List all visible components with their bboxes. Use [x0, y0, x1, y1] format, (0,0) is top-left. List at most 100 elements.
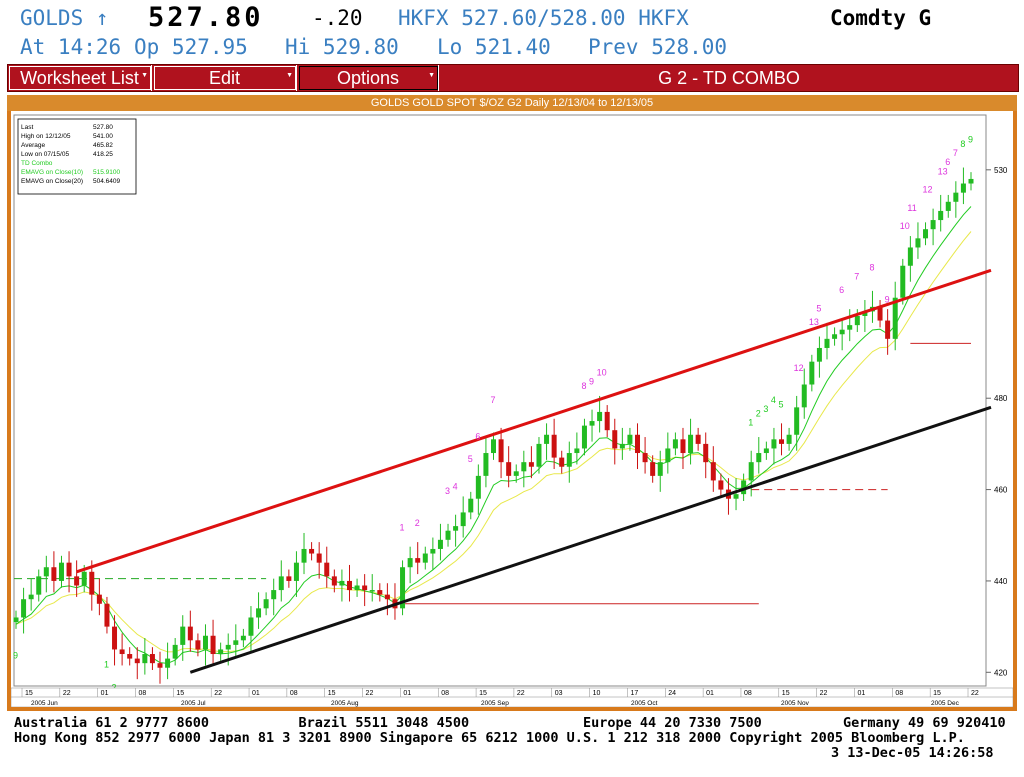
td-signal-label: 5	[816, 303, 821, 313]
x-day-label: 22	[517, 690, 525, 697]
y-tick-label: 420	[994, 668, 1008, 677]
candle-up	[483, 453, 489, 476]
x-day-label: 03	[555, 690, 563, 697]
td-signal-label: 7	[953, 148, 958, 158]
candle-down	[74, 576, 80, 586]
td-signal-label: 8	[581, 381, 586, 391]
candle-up	[172, 644, 178, 659]
candle-down	[346, 580, 352, 591]
quote-line-2: At 14:26 Op 527.95 Hi 529.80 Lo 521.40 P…	[0, 34, 1024, 60]
td-signal-label: 4	[453, 482, 458, 492]
candle-up	[278, 576, 284, 591]
td-signal-label: 9	[885, 294, 890, 304]
x-month-label: 2005 Dec	[931, 700, 960, 707]
td-signal-label: 6	[475, 431, 480, 441]
candle-down	[612, 430, 618, 449]
chart-title: GOLDS GOLD SPOT $/OZ G2 Daily 12/13/04 t…	[7, 95, 1017, 111]
candle-up	[460, 512, 466, 527]
chart-frame: GOLDS GOLD SPOT $/OZ G2 Daily 12/13/04 t…	[7, 95, 1017, 711]
x-day-label: 15	[176, 690, 184, 697]
x-day-label: 22	[820, 690, 828, 697]
x-month-label: 2005 Jun	[31, 700, 58, 707]
quote-line-1: GOLDS ↑ 527.80 -.20 HKFX 527.60/528.00 H…	[0, 2, 1024, 33]
candle-up	[218, 649, 224, 655]
td-signal-label: 10	[597, 367, 607, 377]
candle-up	[824, 338, 830, 348]
td-signal-label: 5	[779, 399, 784, 409]
legend-label: High on 12/12/05	[21, 133, 71, 140]
candle-down	[650, 462, 656, 476]
candle-down	[779, 439, 785, 444]
options-menu[interactable]: Options ▼	[298, 65, 439, 91]
candle-up	[907, 247, 913, 266]
candle-up	[892, 297, 898, 339]
candle-down	[286, 576, 292, 581]
edit-menu[interactable]: Edit ▼	[153, 65, 297, 91]
candle-up	[756, 453, 762, 463]
options-label: Options	[336, 68, 400, 88]
x-day-label: 15	[328, 690, 336, 697]
chart-plot-area[interactable]: 4204404604805309123456789123456789101234…	[10, 111, 1014, 711]
x-day-label: 15	[479, 690, 487, 697]
x-day-label: 01	[857, 690, 865, 697]
candle-down	[642, 453, 648, 463]
candle-down	[104, 603, 110, 627]
x-day-label: 08	[744, 690, 752, 697]
candle-down	[384, 594, 390, 600]
open-price: Op 527.95	[134, 35, 248, 59]
candle-down	[89, 571, 95, 595]
footer-timestamp: 3 13-Dec-05 14:26:58	[831, 745, 994, 761]
candle-up	[672, 439, 678, 449]
candle-up	[816, 347, 822, 362]
trendline	[189, 405, 992, 674]
candle-up	[839, 329, 845, 335]
candle-up	[733, 494, 739, 499]
last-price: 527.80	[148, 2, 264, 33]
x-day-label: 22	[63, 690, 71, 697]
x-month-label: 2005 Oct	[631, 700, 658, 707]
candle-down	[695, 434, 701, 444]
candle-down	[309, 548, 315, 554]
candle-down	[498, 439, 504, 463]
candle-up	[81, 571, 87, 586]
price-chart[interactable]: 4204404604805309123456789123456789101234…	[10, 111, 1014, 711]
x-day-label: 22	[971, 690, 979, 697]
legend-label: Average	[21, 142, 45, 149]
td-signal-label: 3	[445, 486, 450, 496]
td-signal-label: 8	[869, 262, 874, 272]
y-tick-label: 530	[994, 166, 1008, 175]
td-signal-label: 7	[491, 395, 496, 405]
candle-up	[521, 462, 527, 472]
candle-down	[680, 439, 686, 454]
td-signal-label: 9	[589, 377, 594, 387]
td-signal-label: 8	[960, 139, 965, 149]
candle-down	[96, 594, 102, 604]
td-signal-label: 12	[923, 185, 933, 195]
candle-up	[581, 425, 587, 449]
candle-up	[468, 498, 474, 513]
td-signal-label: 5	[468, 454, 473, 464]
x-day-label: 01	[101, 690, 109, 697]
x-day-label: 08	[895, 690, 903, 697]
high-price: Hi 529.80	[285, 35, 399, 59]
candle-down	[506, 462, 512, 476]
candle-up	[513, 471, 519, 476]
candle-up	[619, 443, 625, 449]
candle-down	[51, 567, 57, 581]
candle-up	[589, 421, 595, 426]
td-signal-label: 2	[415, 518, 420, 528]
candle-up	[688, 434, 694, 454]
candle-up	[763, 448, 769, 454]
candle-down	[119, 649, 125, 655]
x-month-label: 2005 Nov	[781, 700, 810, 707]
legend-label: Last	[21, 124, 33, 131]
candle-down	[149, 654, 155, 664]
legend-value: 527.80	[93, 124, 113, 131]
worksheet-list-menu[interactable]: Worksheet List ▼	[8, 65, 152, 91]
menu-bar: Worksheet List ▼ Edit ▼ Options ▼ G 2 - …	[7, 64, 1019, 92]
candle-up	[953, 192, 959, 202]
ticker[interactable]: GOLDS ↑	[20, 6, 109, 30]
legend-value: 504.6409	[93, 178, 120, 185]
candle-up	[475, 475, 481, 499]
legend-label: TD Combo	[21, 160, 53, 167]
